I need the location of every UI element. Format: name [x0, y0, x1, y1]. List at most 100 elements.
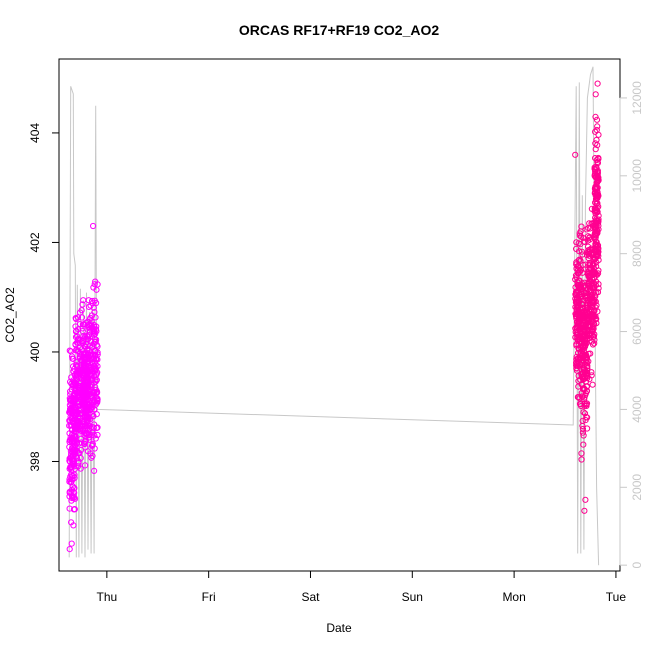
data-point — [91, 467, 98, 474]
data-point — [66, 465, 73, 472]
data-point — [81, 414, 88, 421]
data-point — [72, 422, 79, 429]
data-point — [87, 393, 94, 400]
data-point — [77, 455, 84, 462]
data-point — [80, 350, 88, 358]
data-point — [93, 388, 101, 395]
data-point — [593, 320, 600, 327]
data-point — [577, 401, 584, 408]
data-point — [583, 388, 590, 395]
data-point — [593, 116, 601, 123]
y-tick-label: 404 — [28, 123, 42, 143]
data-point — [91, 445, 98, 452]
data-point — [586, 308, 593, 315]
data-point — [579, 374, 587, 381]
data-point — [581, 394, 588, 401]
data-point — [77, 309, 84, 316]
data-point — [74, 314, 82, 321]
data-point — [90, 222, 97, 230]
data-point — [585, 255, 592, 262]
data-point — [71, 506, 78, 513]
data-point — [575, 309, 582, 316]
data-point — [91, 323, 98, 330]
data-point — [82, 437, 89, 444]
data-point — [574, 309, 581, 316]
data-point — [591, 172, 598, 180]
data-point — [82, 333, 89, 340]
data-point — [592, 128, 599, 135]
data-point — [581, 507, 588, 514]
data-point — [72, 361, 80, 368]
data-point — [592, 113, 599, 121]
data-point — [574, 394, 582, 401]
data-point — [583, 400, 591, 407]
data-point — [66, 458, 74, 465]
data-point — [74, 463, 82, 470]
data-point — [93, 299, 100, 307]
data-point — [91, 421, 98, 428]
data-point — [585, 243, 592, 250]
data-point — [70, 485, 78, 492]
data-point — [592, 282, 599, 289]
data-point — [594, 230, 601, 237]
data-point — [73, 372, 80, 379]
data-point — [85, 414, 92, 421]
data-point — [91, 338, 99, 346]
data-point — [591, 164, 598, 171]
data-point — [588, 332, 595, 339]
data-point — [66, 417, 73, 424]
data-point — [580, 409, 587, 416]
data-point — [595, 155, 602, 163]
data-point — [589, 285, 596, 292]
x-tick-label: Sun — [402, 590, 423, 604]
data-point — [582, 417, 589, 424]
data-point — [69, 476, 76, 483]
data-point — [86, 347, 93, 354]
data-point — [579, 429, 587, 436]
y2-tick-label: 6000 — [630, 318, 644, 345]
data-point — [81, 410, 88, 417]
data-point — [595, 131, 602, 138]
x-tick-label: Mon — [502, 590, 525, 604]
data-point — [575, 363, 582, 370]
y-tick-label: 400 — [28, 342, 42, 362]
data-point — [589, 381, 596, 388]
data-point — [94, 424, 101, 431]
data-point — [581, 400, 588, 407]
data-point — [70, 522, 77, 529]
data-point — [591, 205, 598, 212]
y2-tick-label: 4000 — [630, 396, 644, 423]
data-point — [585, 358, 592, 365]
data-point — [89, 429, 96, 436]
data-point — [572, 151, 579, 158]
data-point — [592, 192, 599, 199]
data-point — [595, 270, 602, 277]
data-point — [90, 327, 97, 334]
data-point — [592, 235, 599, 242]
data-point — [575, 257, 582, 264]
data-point — [92, 378, 99, 385]
data-point — [594, 80, 601, 87]
data-point — [82, 378, 89, 385]
data-point — [74, 447, 81, 455]
data-point — [578, 285, 586, 292]
data-point — [72, 403, 79, 410]
data-point — [576, 230, 583, 237]
data-point — [72, 328, 80, 335]
data-point — [586, 279, 593, 286]
data-point — [579, 251, 586, 258]
data-point — [586, 321, 593, 328]
data-point — [583, 226, 590, 233]
data-point — [86, 321, 93, 328]
data-point — [68, 540, 75, 547]
data-point — [578, 223, 585, 230]
data-point — [585, 350, 592, 357]
data-point — [591, 292, 598, 299]
data-point — [584, 365, 591, 372]
data-point — [89, 403, 96, 411]
y2-axis: 0 2000 4000 6000 8000 10000 12000 — [619, 81, 644, 569]
data-point — [575, 324, 582, 331]
data-point — [72, 341, 79, 348]
data-point — [595, 246, 602, 253]
